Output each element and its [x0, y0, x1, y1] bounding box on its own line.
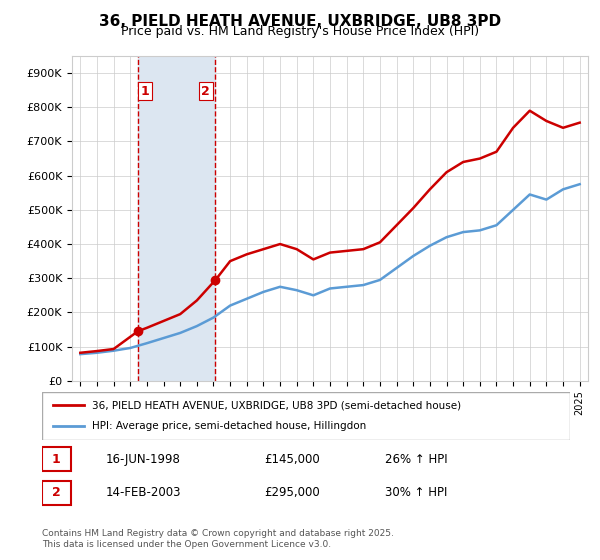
Text: 14-FEB-2003: 14-FEB-2003 [106, 486, 181, 500]
FancyBboxPatch shape [42, 392, 570, 440]
Text: HPI: Average price, semi-detached house, Hillingdon: HPI: Average price, semi-detached house,… [92, 421, 367, 431]
Text: 2: 2 [52, 486, 61, 500]
FancyBboxPatch shape [42, 480, 71, 505]
Text: £295,000: £295,000 [264, 486, 320, 500]
Text: 30% ↑ HPI: 30% ↑ HPI [385, 486, 448, 500]
Text: 1: 1 [140, 85, 149, 98]
Text: £145,000: £145,000 [264, 452, 320, 466]
Text: Contains HM Land Registry data © Crown copyright and database right 2025.
This d: Contains HM Land Registry data © Crown c… [42, 529, 394, 549]
Bar [138, 56, 215, 381]
Text: 26% ↑ HPI: 26% ↑ HPI [385, 452, 448, 466]
Text: 36, PIELD HEATH AVENUE, UXBRIDGE, UB8 3PD (semi-detached house): 36, PIELD HEATH AVENUE, UXBRIDGE, UB8 3P… [92, 400, 461, 410]
Text: 2: 2 [202, 85, 210, 98]
Text: 16-JUN-1998: 16-JUN-1998 [106, 452, 180, 466]
Text: Price paid vs. HM Land Registry's House Price Index (HPI): Price paid vs. HM Land Registry's House … [121, 25, 479, 38]
Text: 36, PIELD HEATH AVENUE, UXBRIDGE, UB8 3PD: 36, PIELD HEATH AVENUE, UXBRIDGE, UB8 3P… [99, 14, 501, 29]
Text: 1: 1 [52, 452, 61, 466]
FancyBboxPatch shape [42, 447, 71, 472]
